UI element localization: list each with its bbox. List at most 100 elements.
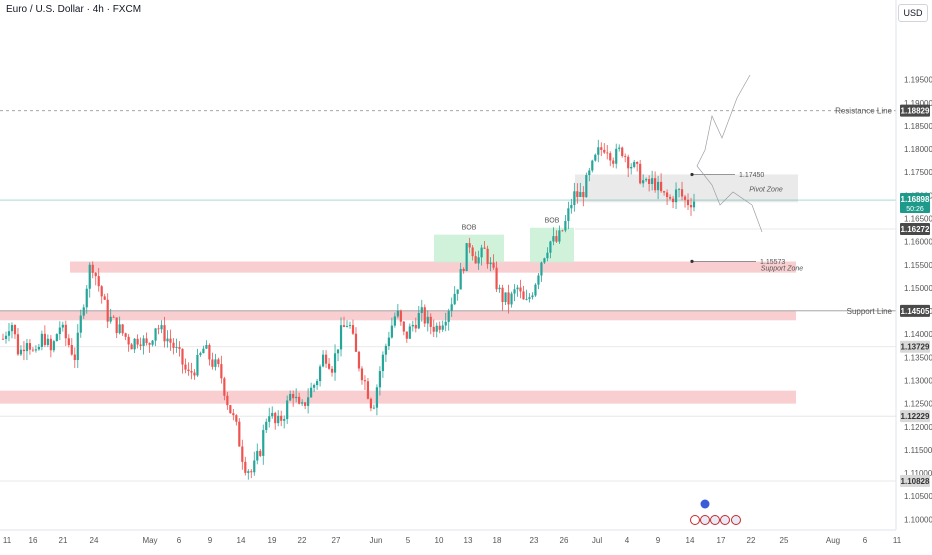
candle-body-188 bbox=[564, 221, 566, 230]
y-tick-label-11: 1.14000 bbox=[904, 330, 932, 339]
candle-body-94 bbox=[283, 419, 285, 421]
candle-body-66 bbox=[199, 353, 201, 355]
candle-body-223 bbox=[669, 197, 671, 199]
currency-button[interactable]: USD bbox=[898, 4, 928, 22]
zone-1 bbox=[70, 262, 796, 273]
candle-body-148 bbox=[445, 322, 447, 326]
candle-body-138 bbox=[415, 325, 417, 328]
candle-body-197 bbox=[591, 161, 593, 171]
candle-body-173 bbox=[519, 288, 521, 292]
candle-body-122 bbox=[367, 381, 369, 399]
y-tick-label-3: 1.18000 bbox=[904, 145, 932, 154]
candle-body-141 bbox=[424, 307, 426, 323]
candle-body-163 bbox=[489, 263, 491, 265]
candle-body-147 bbox=[442, 325, 444, 329]
candle-body-86 bbox=[259, 451, 261, 456]
candle-body-44 bbox=[134, 339, 136, 349]
y-tick-label-19: 1.10000 bbox=[904, 515, 932, 524]
candle-body-110 bbox=[331, 369, 333, 373]
candle-body-124 bbox=[373, 408, 375, 409]
candle-body-159 bbox=[478, 257, 480, 263]
candle-body-146 bbox=[439, 326, 441, 330]
y-tick-label-6: 1.16500 bbox=[904, 214, 932, 223]
candle-body-3 bbox=[11, 325, 13, 331]
candle-body-218 bbox=[654, 178, 656, 190]
y-tick-label-13: 1.13000 bbox=[904, 376, 932, 385]
level-line-label-1: Support Line bbox=[847, 307, 893, 316]
candle-body-45 bbox=[137, 339, 139, 345]
candle-body-128 bbox=[385, 346, 387, 355]
candle-body-226 bbox=[678, 189, 680, 190]
economic-event-icon-0 bbox=[691, 516, 700, 525]
candle-body-50 bbox=[151, 341, 153, 345]
candle-body-60 bbox=[181, 349, 183, 365]
candle-body-24 bbox=[74, 355, 76, 360]
candle-body-83 bbox=[250, 471, 252, 472]
candle-body-6 bbox=[20, 350, 22, 355]
candle-body-13 bbox=[41, 334, 43, 347]
candle-body-126 bbox=[379, 371, 381, 387]
current-price-tag: 1.16898 bbox=[901, 195, 930, 204]
candle-body-212 bbox=[636, 162, 638, 164]
candle-body-72 bbox=[217, 359, 219, 364]
candle-body-63 bbox=[190, 371, 192, 373]
candle-body-208 bbox=[624, 156, 626, 157]
candle-body-10 bbox=[32, 350, 34, 351]
candle-body-7 bbox=[23, 350, 25, 351]
candle-body-19 bbox=[59, 328, 61, 334]
candle-body-178 bbox=[534, 285, 536, 296]
candle-body-228 bbox=[684, 197, 686, 200]
candle-body-38 bbox=[116, 318, 118, 334]
x-tick-label-27: 11 bbox=[893, 536, 902, 545]
candle-body-97 bbox=[292, 394, 294, 398]
x-tick-label-9: 22 bbox=[298, 536, 307, 545]
candle-body-2 bbox=[8, 331, 10, 336]
candle-body-157 bbox=[472, 247, 474, 256]
candle-body-105 bbox=[316, 381, 318, 385]
x-tick-label-19: 4 bbox=[625, 536, 630, 545]
candle-body-165 bbox=[495, 268, 497, 289]
candle-body-123 bbox=[370, 399, 372, 408]
y-tick-label-14: 1.12500 bbox=[904, 400, 932, 409]
candle-body-201 bbox=[603, 150, 605, 153]
candle-body-91 bbox=[274, 413, 276, 423]
candle-body-227 bbox=[681, 189, 683, 196]
candle-body-90 bbox=[271, 413, 273, 416]
candle-body-0 bbox=[2, 339, 4, 340]
candle-body-172 bbox=[516, 288, 518, 290]
candle-body-144 bbox=[433, 327, 435, 332]
candle-body-18 bbox=[56, 334, 58, 341]
candle-body-71 bbox=[214, 359, 216, 366]
candle-body-200 bbox=[600, 147, 602, 150]
candle-body-79 bbox=[238, 422, 240, 447]
zone-3 bbox=[0, 391, 796, 404]
candle-body-152 bbox=[457, 289, 459, 293]
annotation-label-1: 1.15573 bbox=[760, 259, 785, 266]
candle-body-25 bbox=[77, 333, 79, 360]
x-tick-label-15: 18 bbox=[493, 536, 502, 545]
candle-body-224 bbox=[672, 199, 674, 203]
candle-body-82 bbox=[247, 471, 249, 473]
candle-body-113 bbox=[340, 325, 342, 349]
candle-body-93 bbox=[280, 416, 282, 421]
zone-label-4: BOB bbox=[462, 225, 477, 232]
candle-body-229 bbox=[687, 200, 689, 205]
x-tick-label-13: 10 bbox=[435, 536, 444, 545]
candle-body-135 bbox=[406, 332, 408, 339]
candle-body-78 bbox=[235, 415, 237, 422]
candle-body-181 bbox=[543, 258, 545, 262]
candle-body-74 bbox=[223, 378, 225, 395]
candle-body-139 bbox=[418, 313, 420, 328]
candle-body-191 bbox=[573, 191, 575, 205]
candle-body-127 bbox=[382, 355, 384, 371]
candle-body-48 bbox=[145, 338, 147, 343]
candle-body-116 bbox=[349, 325, 351, 326]
x-tick-label-2: 21 bbox=[59, 536, 68, 545]
economic-event-icon-1 bbox=[701, 516, 710, 525]
candle-body-196 bbox=[588, 171, 590, 176]
candle-body-95 bbox=[286, 400, 288, 419]
candle-body-32 bbox=[98, 276, 100, 286]
candle-body-114 bbox=[343, 325, 345, 327]
